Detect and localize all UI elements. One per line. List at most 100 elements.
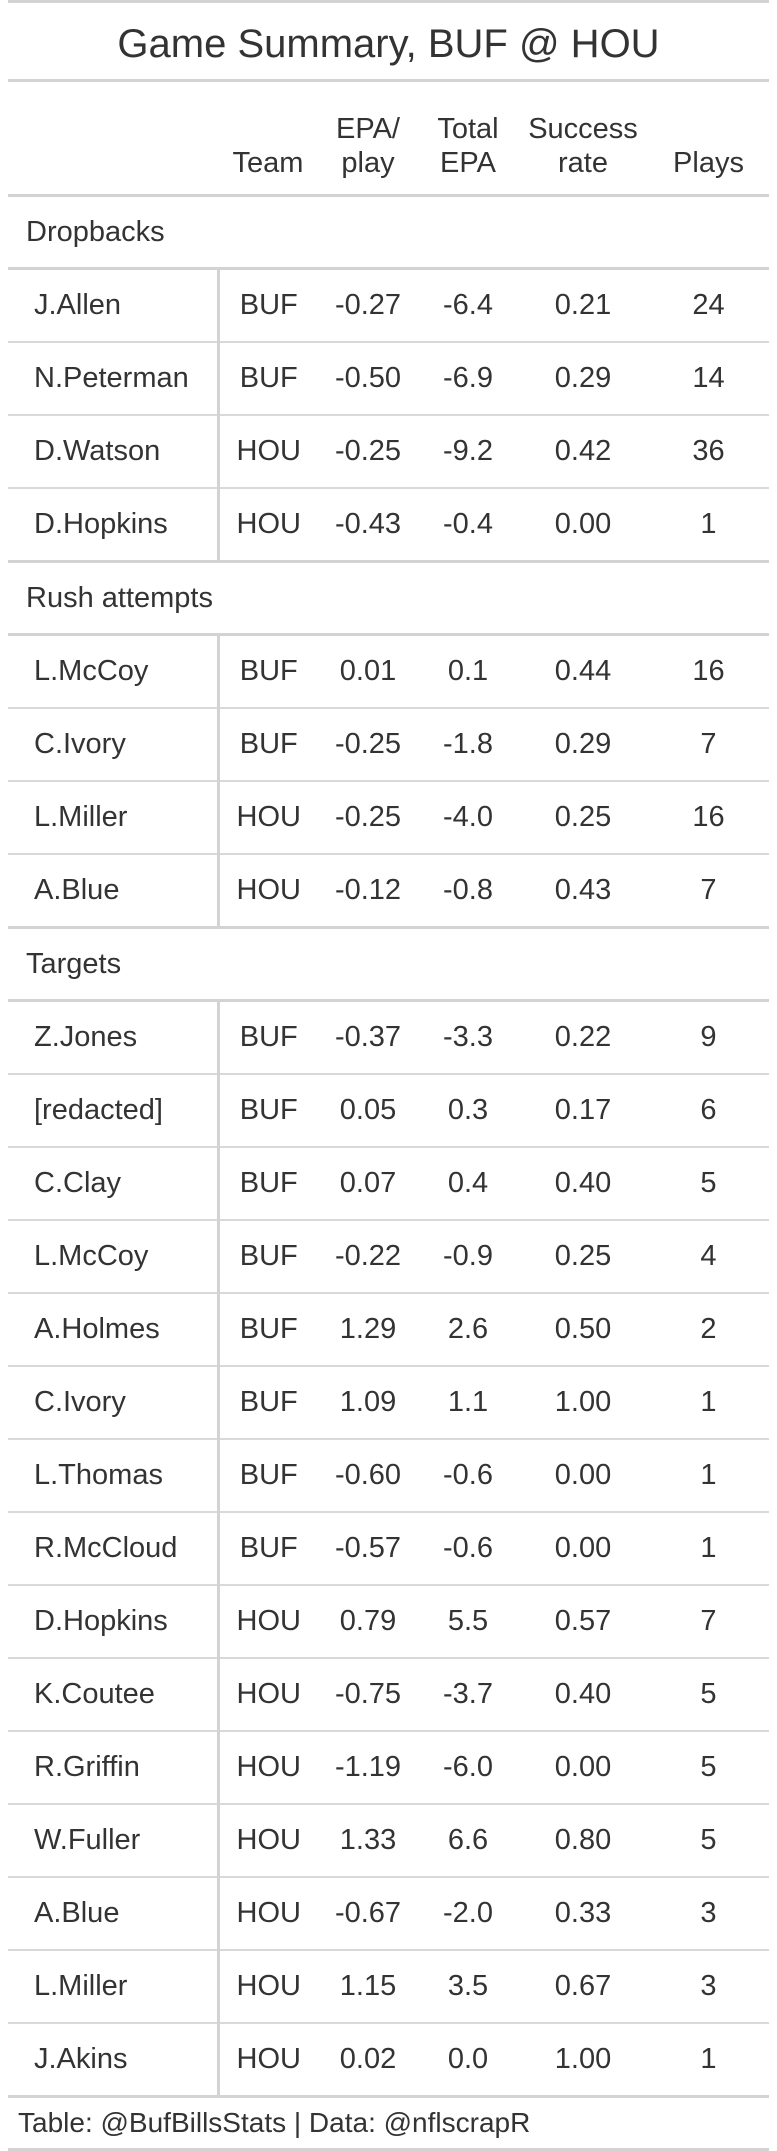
- plays-cell: 1: [648, 488, 769, 563]
- team-cell: HOU: [218, 1658, 318, 1732]
- plays-cell: 16: [648, 781, 769, 855]
- epa-per-play-cell: 0.07: [318, 1147, 418, 1221]
- player-cell: L.Thomas: [8, 1439, 220, 1513]
- plays-cell: 14: [648, 342, 769, 416]
- total-epa-cell: -0.9: [418, 1220, 518, 1294]
- plays-cell: 7: [648, 708, 769, 782]
- epa-per-play-cell: -0.43: [318, 488, 418, 563]
- player-cell: J.Akins: [8, 2023, 220, 2098]
- player-cell: A.Blue: [8, 1877, 220, 1951]
- team-cell: BUF: [218, 1439, 318, 1513]
- plays-cell: 16: [648, 634, 769, 709]
- total-epa-cell: -0.6: [418, 1512, 518, 1586]
- plays-cell: 7: [648, 854, 769, 929]
- team-cell: BUF: [218, 708, 318, 782]
- team-cell: BUF: [218, 342, 318, 416]
- plays-cell: 1: [648, 1439, 769, 1513]
- success-rate-cell: 0.57: [518, 1585, 648, 1659]
- header-success-line2: rate: [558, 147, 608, 179]
- plays-cell: 3: [648, 1877, 769, 1951]
- header-success-rate: Success rate: [518, 82, 648, 197]
- header-row: Team EPA/ play Total EPA Success rate Pl…: [8, 82, 769, 197]
- player-cell: D.Hopkins: [8, 488, 220, 563]
- success-rate-cell: 0.25: [518, 781, 648, 855]
- player-cell: A.Blue: [8, 854, 220, 929]
- table-title: Game Summary, BUF @ HOU: [8, 0, 769, 82]
- team-cell: HOU: [218, 1804, 318, 1878]
- total-epa-cell: -4.0: [418, 781, 518, 855]
- success-rate-cell: 0.67: [518, 1950, 648, 2024]
- team-cell: HOU: [218, 1585, 318, 1659]
- table-row: D.Hopkins HOU -0.43 -0.4 0.00 1: [8, 488, 769, 563]
- success-rate-cell: 0.00: [518, 1731, 648, 1805]
- group-label: Targets: [8, 927, 769, 1002]
- player-cell: A.Holmes: [8, 1293, 220, 1367]
- plays-cell: 9: [648, 1000, 769, 1075]
- table-row: K.Coutee HOU -0.75 -3.7 0.40 5: [8, 1658, 769, 1732]
- table-row: C.Ivory BUF -0.25 -1.8 0.29 7: [8, 708, 769, 782]
- player-cell: D.Watson: [8, 415, 220, 489]
- epa-per-play-cell: -0.25: [318, 415, 418, 489]
- table-row: L.Miller HOU -0.25 -4.0 0.25 16: [8, 781, 769, 855]
- plays-cell: 2: [648, 1293, 769, 1367]
- success-rate-cell: 0.29: [518, 342, 648, 416]
- epa-per-play-cell: 0.05: [318, 1074, 418, 1148]
- success-rate-cell: 0.25: [518, 1220, 648, 1294]
- success-rate-cell: 1.00: [518, 1366, 648, 1440]
- epa-per-play-cell: 0.79: [318, 1585, 418, 1659]
- header-total-epa: Total EPA: [418, 82, 518, 197]
- player-cell: C.Ivory: [8, 708, 220, 782]
- table-row: C.Clay BUF 0.07 0.4 0.40 5: [8, 1147, 769, 1221]
- total-epa-cell: 0.4: [418, 1147, 518, 1221]
- success-rate-cell: 0.29: [518, 708, 648, 782]
- player-cell: R.McCloud: [8, 1512, 220, 1586]
- team-cell: HOU: [218, 415, 318, 489]
- success-rate-cell: 0.44: [518, 634, 648, 709]
- player-cell: L.Miller: [8, 1950, 220, 2024]
- epa-per-play-cell: 1.29: [318, 1293, 418, 1367]
- team-cell: BUF: [218, 1366, 318, 1440]
- success-rate-cell: 0.33: [518, 1877, 648, 1951]
- total-epa-cell: 5.5: [418, 1585, 518, 1659]
- team-cell: HOU: [218, 2023, 318, 2098]
- table-row: [redacted] BUF 0.05 0.3 0.17 6: [8, 1074, 769, 1148]
- team-cell: BUF: [218, 1293, 318, 1367]
- table-row: J.Allen BUF -0.27 -6.4 0.21 24: [8, 268, 769, 343]
- summary-table-container: Game Summary, BUF @ HOU Team EPA/ play T…: [8, 0, 769, 2151]
- header-team: Team: [218, 82, 318, 197]
- epa-per-play-cell: 0.01: [318, 634, 418, 709]
- epa-per-play-cell: -0.25: [318, 781, 418, 855]
- stats-table: Team EPA/ play Total EPA Success rate Pl…: [8, 82, 769, 2098]
- success-rate-cell: 0.00: [518, 1512, 648, 1586]
- epa-per-play-cell: -0.37: [318, 1000, 418, 1075]
- plays-cell: 1: [648, 1366, 769, 1440]
- epa-per-play-cell: -0.12: [318, 854, 418, 929]
- epa-per-play-cell: 1.15: [318, 1950, 418, 2024]
- table-row: L.Miller HOU 1.15 3.5 0.67 3: [8, 1950, 769, 2024]
- player-cell: K.Coutee: [8, 1658, 220, 1732]
- total-epa-cell: -2.0: [418, 1877, 518, 1951]
- epa-per-play-cell: -0.27: [318, 268, 418, 343]
- header-total-line1: Total: [437, 113, 499, 145]
- team-cell: HOU: [218, 1877, 318, 1951]
- total-epa-cell: -9.2: [418, 415, 518, 489]
- group-header-row: Rush attempts: [8, 561, 769, 636]
- total-epa-cell: -0.4: [418, 488, 518, 563]
- success-rate-cell: 0.00: [518, 1439, 648, 1513]
- player-cell: Z.Jones: [8, 1000, 220, 1075]
- table-row: R.McCloud BUF -0.57 -0.6 0.00 1: [8, 1512, 769, 1586]
- plays-cell: 7: [648, 1585, 769, 1659]
- header-total-line2: EPA: [440, 147, 496, 179]
- epa-per-play-cell: -0.67: [318, 1877, 418, 1951]
- team-cell: BUF: [218, 1512, 318, 1586]
- plays-cell: 5: [648, 1147, 769, 1221]
- table-row: A.Blue HOU -0.67 -2.0 0.33 3: [8, 1877, 769, 1951]
- plays-cell: 5: [648, 1731, 769, 1805]
- group-label: Rush attempts: [8, 561, 769, 636]
- header-success-line1: Success: [528, 113, 638, 145]
- team-cell: HOU: [218, 854, 318, 929]
- epa-per-play-cell: -0.75: [318, 1658, 418, 1732]
- plays-cell: 1: [648, 2023, 769, 2098]
- table-row: L.Thomas BUF -0.60 -0.6 0.00 1: [8, 1439, 769, 1513]
- total-epa-cell: 1.1: [418, 1366, 518, 1440]
